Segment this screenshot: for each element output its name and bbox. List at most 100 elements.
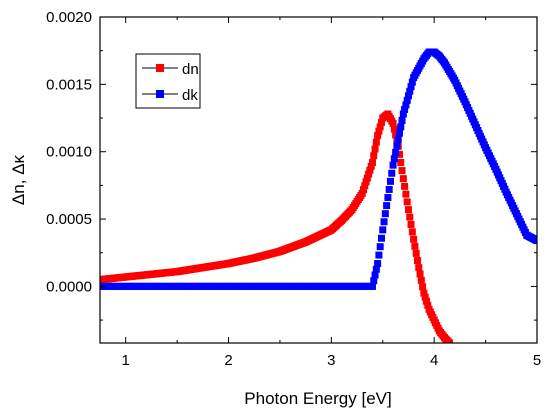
x-tick-label: 3 [327,352,335,369]
data-point-dn [412,249,420,257]
data-point-dn [407,220,415,228]
data-point-dk [406,87,414,95]
x-tick-label: 4 [430,352,438,369]
data-point-dn [446,339,454,343]
data-point-dk [390,155,398,163]
data-point-dn [358,189,366,197]
data-point-dn [389,119,397,127]
data-point-dk [385,185,393,193]
data-point-dn [368,158,376,166]
data-point-dn [421,293,429,301]
ticks-layer: 1 2 3 4 5 0.0000 0.0005 0.0010 0.0015 0.0020 [46,9,541,369]
data-point-dn [401,182,409,190]
data-point-dk [408,78,416,86]
data-point-dn [397,158,405,166]
data-point-dn [419,283,427,291]
data-point-dk [398,116,406,124]
data-point-dn [408,228,416,236]
data-point-dn [402,190,410,198]
data-point-dk [394,136,402,144]
data-point-dk [377,234,385,242]
series-dk [100,48,537,290]
data-point-dn [395,150,403,158]
data-point-dn [392,131,400,139]
data-point-dk [403,96,411,104]
data-point-dn [370,152,378,160]
data-point-dn [367,162,375,170]
data-point-dn [406,213,414,221]
data-point-dn [363,174,371,182]
data-point-dn [404,206,412,214]
data-point-dn [377,118,385,126]
x-tick-label: 5 [533,352,541,369]
x-tick-label: 1 [122,352,130,369]
legend: dn dk [135,53,201,109]
data-point-dk [372,265,380,273]
x-tick-label: 2 [224,352,232,369]
data-point-dn [365,170,373,178]
data-point-dn [403,198,411,206]
data-point-dn [398,167,406,175]
y-tick-label: 0.0005 [46,211,92,228]
data-point-dk [383,202,391,210]
data-point-dk [392,148,400,156]
data-point-dn [411,242,419,250]
series-layer [100,48,537,343]
x-axis-label: Photon Energy [eV] [244,389,391,408]
y-axis-label: Δn, Δκ [9,154,28,205]
data-point-dn [413,256,421,264]
data-point-dk [407,83,415,91]
data-point-dk [395,129,403,137]
y-tick-label: 0.0015 [46,76,92,93]
data-point-dk [380,218,388,226]
data-point-dn [417,276,425,284]
data-point-dn [375,127,383,135]
data-point-dn [359,186,367,194]
legend-marker-dn [156,64,164,72]
data-point-dk [389,161,397,169]
data-point-dk [375,251,383,259]
data-point-dk [533,237,537,245]
data-point-dn [415,264,423,272]
data-point-dn [366,166,374,174]
data-point-dk [371,271,379,279]
data-point-dk [370,277,378,285]
data-point-dk [386,177,394,185]
y-tick-label: 0.0020 [46,9,92,26]
legend-marker-dk [156,90,164,98]
data-point-dk [381,210,389,218]
data-point-dn [416,270,424,278]
data-point-dk [404,92,412,100]
legend-label-dk: dk [182,87,198,104]
data-point-dk [402,101,410,109]
data-point-dn [422,297,430,305]
data-point-dk [368,282,376,290]
data-point-dn [376,123,384,131]
data-point-dk [376,243,384,251]
y-tick-label: 0.0010 [46,144,92,161]
y-tick-label: 0.0000 [46,278,92,295]
data-point-dk [388,169,396,177]
data-point-dn [372,138,380,146]
data-point-dn [371,145,379,153]
data-point-dk [379,226,387,234]
data-point-dk [399,110,407,118]
data-point-dk [397,123,405,131]
data-point-dk [374,260,382,268]
legend-box [135,53,201,109]
data-point-dk [384,194,392,202]
data-point-dn [374,132,382,140]
data-point-dn [390,125,398,133]
data-point-dn [410,235,418,243]
legend-label-dn: dn [182,61,199,78]
data-point-dk [401,105,409,113]
data-point-dn [424,301,432,309]
data-point-dn [361,182,369,190]
data-point-dn [420,289,428,297]
plot-frame [99,16,538,344]
data-point-dk [393,142,401,150]
series-dn [100,110,454,343]
data-point-dn [399,175,407,183]
data-point-dn [362,178,370,186]
